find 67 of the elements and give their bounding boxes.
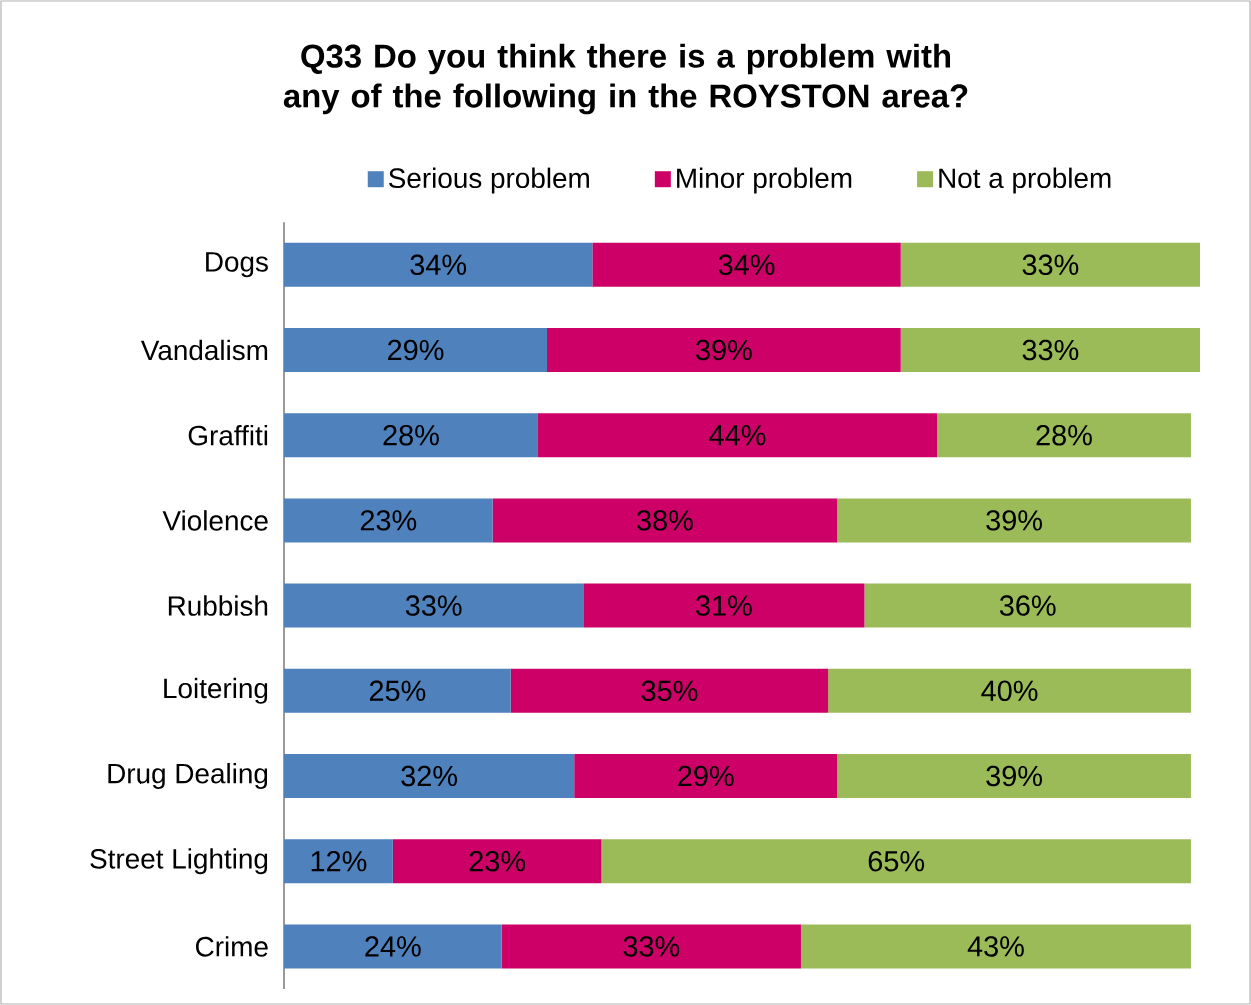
bar	[601, 839, 1191, 884]
bar	[547, 327, 901, 372]
data-label: 23%	[360, 510, 417, 531]
bar	[284, 413, 538, 458]
y-tick-label: Rubbish	[168, 595, 268, 616]
data-label: 34%	[410, 254, 467, 276]
bar	[284, 754, 575, 798]
data-label: 31%	[696, 595, 752, 616]
bar	[284, 583, 584, 628]
bar	[592, 242, 901, 287]
data-label: 29%	[678, 765, 734, 787]
data-label: 33%	[623, 936, 680, 957]
data-label: 39%	[986, 510, 1042, 531]
data-label: 40%	[981, 680, 1038, 702]
bar	[510, 668, 829, 713]
data-label: 35%	[641, 680, 698, 702]
y-tick-label: Graffiti	[188, 424, 268, 446]
y-tick-label: Drug Dealing	[108, 762, 268, 789]
bar	[800, 924, 1191, 969]
data-label: 38%	[637, 510, 693, 531]
bar	[501, 924, 801, 969]
data-label: 33%	[405, 595, 462, 616]
legend-label: Serious problem	[389, 167, 589, 194]
y-tick-label: Crime	[195, 936, 268, 957]
data-label: 34%	[718, 254, 775, 276]
bar	[284, 839, 393, 884]
bar	[284, 327, 548, 372]
y-tick-label: Violence	[162, 510, 268, 531]
data-label: 32%	[401, 765, 458, 787]
data-label: 23%	[469, 850, 526, 872]
bar	[284, 924, 502, 969]
y-tick-label: Vandalism	[140, 339, 268, 361]
bar	[284, 668, 511, 713]
bar	[583, 583, 865, 628]
data-label: 33%	[1022, 254, 1079, 276]
bar	[900, 242, 1201, 287]
bar	[392, 839, 602, 884]
data-label: 44%	[709, 425, 766, 446]
data-label: 12%	[311, 851, 367, 872]
bar	[900, 327, 1201, 372]
data-label: 39%	[696, 339, 752, 361]
y-tick-label: Dogs	[206, 252, 268, 278]
legend-label: Not a problem	[939, 167, 1111, 194]
y-tick-label: Loitering	[164, 677, 268, 704]
legend-label: Minor problem	[677, 167, 852, 194]
bar	[537, 413, 937, 458]
data-label: 36%	[999, 595, 1056, 616]
bar	[828, 668, 1191, 713]
bar	[837, 498, 1191, 543]
bar	[284, 498, 493, 543]
bar	[837, 754, 1191, 798]
bar	[574, 754, 838, 798]
bar	[937, 413, 1191, 458]
bar	[284, 242, 593, 287]
chart-title: Q33 Do you think there is a problem with any of the following in the ROYSTON area?	[283, 43, 968, 115]
data-label: 65%	[868, 850, 925, 872]
data-label: 24%	[365, 936, 421, 957]
data-label: 33%	[1022, 339, 1079, 361]
bar	[492, 498, 838, 543]
data-label: 39%	[986, 765, 1042, 787]
data-label: 43%	[967, 936, 1024, 957]
data-label: 29%	[388, 339, 444, 361]
data-label: 25%	[369, 680, 426, 702]
y-tick-label: Street Lighting	[90, 848, 268, 875]
bar	[864, 583, 1191, 628]
data-label: 28%	[383, 424, 439, 446]
data-label: 28%	[1036, 424, 1092, 446]
